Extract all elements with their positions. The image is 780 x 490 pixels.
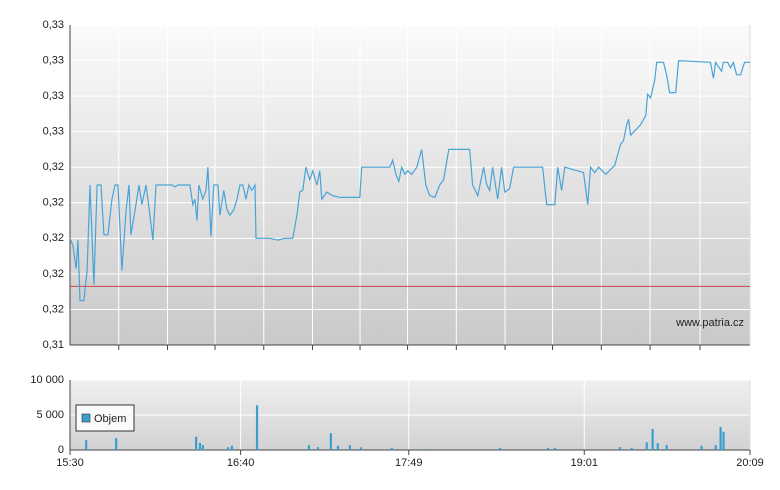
y-tick-label: 0,33 — [43, 126, 64, 138]
volume-bar — [85, 440, 88, 450]
volume-bar — [359, 447, 362, 450]
legend-swatch — [81, 413, 91, 423]
volume-bar — [255, 405, 259, 450]
y-tick-label: 0 — [58, 444, 64, 456]
volume-bar — [329, 433, 332, 450]
volume-bar — [618, 447, 621, 450]
volume-bar — [546, 447, 549, 450]
y-tick-label: 10 000 — [30, 374, 64, 386]
y-tick-label: 0,32 — [43, 268, 64, 280]
price-line — [69, 59, 750, 302]
volume-bar — [390, 447, 393, 450]
volume-bar — [714, 445, 717, 450]
volume-bar — [498, 447, 501, 450]
volume-bar — [201, 445, 205, 450]
volume-bar — [226, 447, 230, 450]
volume-bar — [700, 445, 703, 450]
volume-bar — [198, 443, 202, 450]
x-tick-label: 19:01 — [570, 457, 598, 469]
volume-bar — [722, 431, 725, 450]
legend-label: Objem — [94, 413, 126, 425]
volume-bar — [336, 445, 340, 450]
volume-bar — [316, 447, 320, 450]
y-tick-label: 0,33 — [43, 90, 64, 102]
y-tick-label: 0,32 — [43, 197, 64, 209]
y-tick-label: 5 000 — [36, 409, 64, 421]
x-tick-label: 16:40 — [227, 457, 255, 469]
y-tick-label: 0,33 — [43, 19, 64, 31]
volume-bar — [665, 445, 668, 450]
price-chart: 0,31 0,32 0,32 0,32 0,32 0,32 0,33 0,33 0,33 0,33… — [43, 19, 751, 351]
y-tick-label: 0,32 — [43, 232, 64, 244]
volume-bar — [307, 445, 311, 450]
volume-bar — [656, 443, 659, 450]
volume-bar — [630, 447, 633, 450]
x-tick-label: 20:09 — [736, 457, 764, 469]
x-tick-label: 17:49 — [395, 457, 423, 469]
volume-bar — [645, 442, 648, 450]
y-tick-label: 0,32 — [43, 161, 64, 173]
y-tick-label: 0,33 — [43, 54, 64, 66]
volume-bar — [651, 429, 654, 450]
volume-bar — [115, 438, 118, 450]
x-tick-label: 15:30 — [56, 457, 84, 469]
watermark: www.patria.cz — [675, 317, 744, 329]
y-tick-label: 0,31 — [43, 339, 64, 351]
volume-chart: 0 5 000 10 000 15:30 16:40 17:49 19:01 20:09 Obj… — [30, 374, 763, 469]
volume-bar — [425, 448, 429, 450]
y-tick-label: 0,32 — [43, 303, 64, 315]
volume-bar — [195, 436, 198, 450]
volume-bar — [553, 447, 556, 450]
volume-bar — [719, 426, 722, 450]
volume-bar — [348, 445, 351, 450]
volume-bar — [230, 445, 234, 450]
